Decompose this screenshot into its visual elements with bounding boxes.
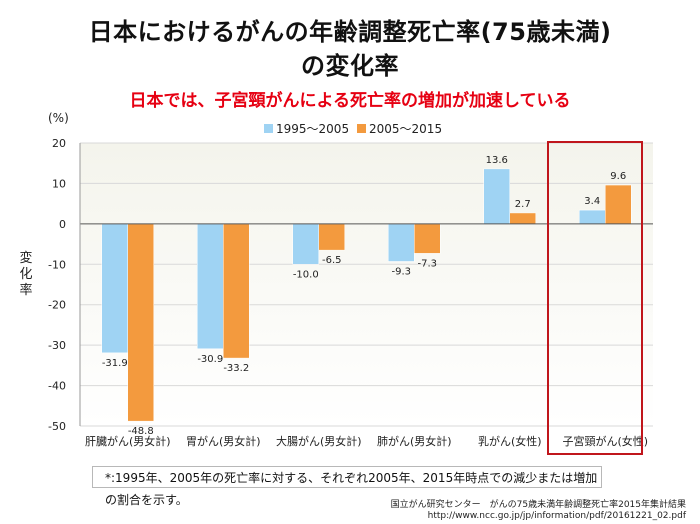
legend-label-2005-2015: 2005～2015 xyxy=(369,122,442,136)
y-tick-label: -10 xyxy=(48,258,66,271)
bar-1995-2005 xyxy=(101,223,128,354)
data-label: -6.5 xyxy=(322,255,342,266)
data-label: 2.7 xyxy=(515,199,531,210)
data-label: -31.9 xyxy=(102,358,128,369)
data-label: -33.2 xyxy=(223,363,249,374)
source-line-1: 国立がん研究センター がんの75歳未満年齢調整死亡率2015年集計結果 xyxy=(390,500,686,510)
slide-title-line2: の変化率 xyxy=(301,52,399,80)
y-unit-label: (%) xyxy=(48,111,69,125)
bar-2005-2015 xyxy=(509,212,536,225)
bar-1995-2005 xyxy=(483,168,510,225)
y-tick-label: 20 xyxy=(52,137,66,150)
source-url: http://www.ncc.go.jp/jp/information/pdf/… xyxy=(427,511,686,521)
y-tick-label: -30 xyxy=(48,339,66,352)
footnote: *:1995年、2005年の死亡率に対する、それぞれ2005年、2015年時点で… xyxy=(92,466,602,507)
data-label: -48.8 xyxy=(128,426,154,437)
data-label: -7.3 xyxy=(417,258,437,269)
y-tick-label: -50 xyxy=(48,420,66,433)
legend-swatch-1995-2005 xyxy=(264,124,273,133)
bar-1995-2005 xyxy=(292,223,319,265)
bar-2005-2015 xyxy=(605,184,632,225)
x-category-label: 子宮頸がん(女性) xyxy=(562,434,648,448)
x-category-label: 大腸がん(男女計) xyxy=(276,434,362,448)
y-tick-label: -20 xyxy=(48,299,66,312)
x-category-label: 胃がん(男女計) xyxy=(186,434,261,448)
bar-1995-2005 xyxy=(197,223,224,350)
slide-title-line1: 日本におけるがんの年齢調整死亡率(75歳未満) xyxy=(88,18,612,46)
x-category-label: 乳がん(女性) xyxy=(478,434,542,448)
y-tick-label: 0 xyxy=(59,218,66,231)
data-label: 3.4 xyxy=(584,196,600,207)
bar-2005-2015 xyxy=(127,223,154,422)
bar-1995-2005 xyxy=(388,223,415,262)
x-category-label: 肝臓がん(男女計) xyxy=(85,434,171,448)
bar-2005-2015 xyxy=(414,223,441,254)
data-label: 13.6 xyxy=(486,155,508,166)
legend-swatch-2005-2015 xyxy=(357,124,366,133)
plot-area xyxy=(80,143,653,426)
y-axis-label: 変化率 xyxy=(19,250,32,298)
bar-1995-2005 xyxy=(579,209,606,225)
legend: 1995～2005 2005～2015 xyxy=(264,122,442,136)
x-category-label: 肺がん(男女計) xyxy=(377,434,452,448)
data-label: 9.6 xyxy=(610,171,626,182)
highlight-box-cervical-cancer xyxy=(547,141,643,455)
data-label: -10.0 xyxy=(293,269,319,280)
bar-2005-2015 xyxy=(223,223,250,359)
slide-subtitle: 日本では、子宮頸がんによる死亡率の増加が加速している xyxy=(129,91,571,111)
y-tick-label: -40 xyxy=(48,380,66,393)
data-label: -9.3 xyxy=(391,266,411,277)
y-tick-label: 10 xyxy=(52,177,66,190)
bar-2005-2015 xyxy=(318,223,345,251)
source-citation: 国立がん研究センター がんの75歳未満年齢調整死亡率2015年集計結果 http… xyxy=(391,500,686,522)
legend-label-1995-2005: 1995～2005 xyxy=(276,122,349,136)
data-label: -30.9 xyxy=(197,354,223,365)
